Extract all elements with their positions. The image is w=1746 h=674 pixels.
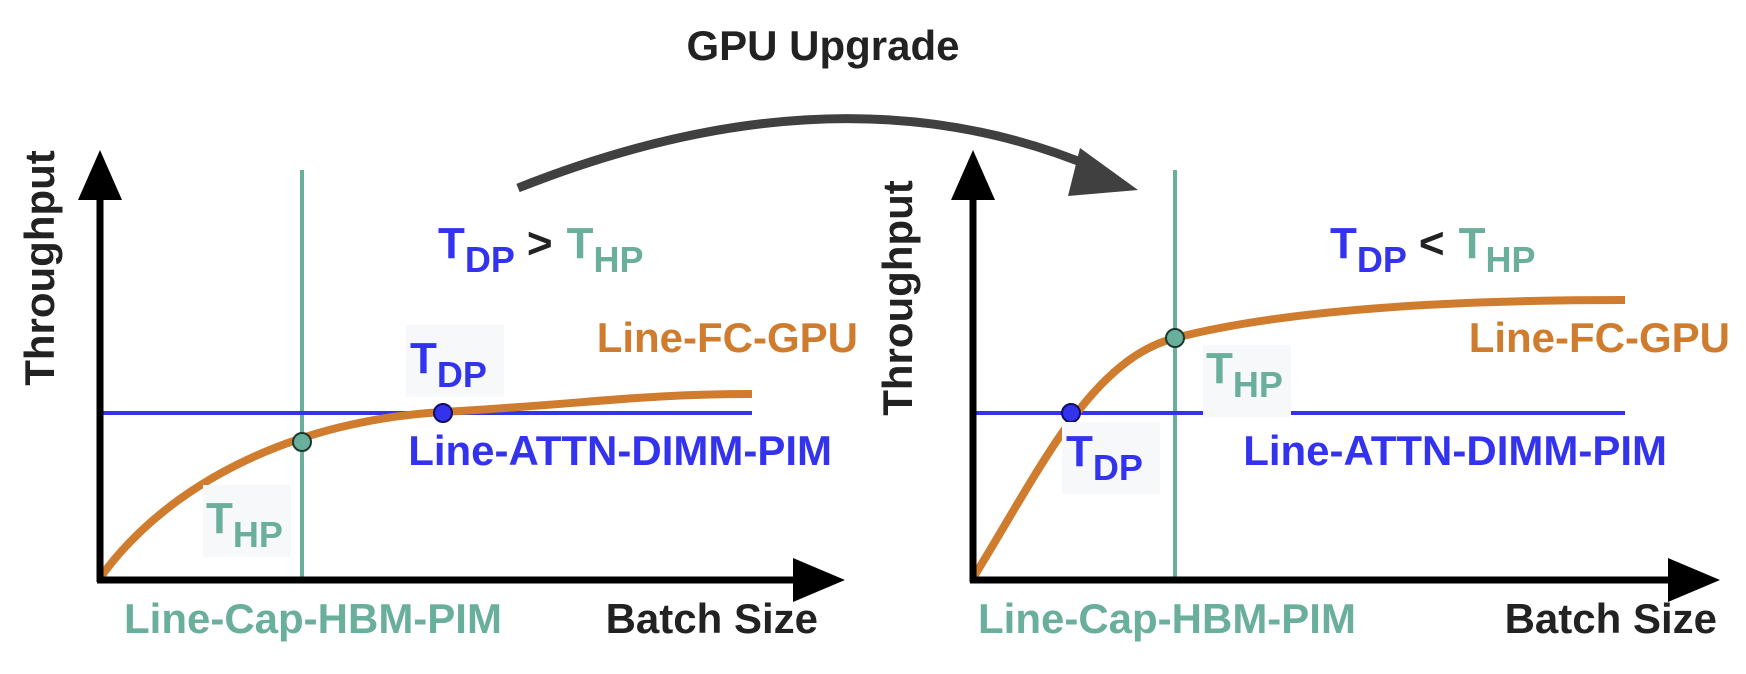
right-y-arrowhead	[951, 150, 995, 200]
left-fc-curve	[96, 390, 753, 581]
right-comparison: TDP < THP	[1330, 219, 1536, 280]
left-panel: Throughput Batch Size Line-Cap-HBM-PIM L…	[16, 150, 858, 642]
right-thp-point	[1165, 328, 1185, 348]
left-cap-label: Line-Cap-HBM-PIM	[124, 595, 502, 642]
left-x-arrowhead	[793, 558, 845, 602]
right-cap-label: Line-Cap-HBM-PIM	[978, 595, 1356, 642]
left-fc-label: Line-FC-GPU	[597, 314, 858, 361]
left-thp-point	[292, 432, 312, 452]
diagram-title: GPU Upgrade	[686, 22, 959, 69]
upgrade-arrow	[516, 114, 1097, 193]
right-tdp-point	[1061, 403, 1081, 423]
left-thp-label: THP	[206, 494, 283, 555]
right-x-axis-label: Batch Size	[1505, 595, 1717, 642]
left-attn-label: Line-ATTN-DIMM-PIM	[408, 427, 832, 474]
left-y-arrowhead	[78, 150, 122, 200]
left-tdp-label: TDP	[410, 334, 487, 395]
right-y-axis-label: Throughput	[874, 180, 921, 416]
left-y-axis-label: Throughput	[16, 150, 63, 386]
right-fc-label: Line-FC-GPU	[1469, 314, 1730, 361]
right-x-arrowhead	[1668, 558, 1720, 602]
right-thp-label: THP	[1206, 344, 1283, 405]
upgrade-arrowhead	[1068, 148, 1138, 196]
right-tdp-label: TDP	[1066, 427, 1143, 488]
left-comparison: TDP > THP	[438, 219, 644, 280]
right-attn-label: Line-ATTN-DIMM-PIM	[1243, 427, 1667, 474]
right-panel: Throughput Batch Size Line-Cap-HBM-PIM L…	[874, 150, 1730, 642]
left-x-axis-label: Batch Size	[606, 595, 818, 642]
left-tdp-point	[433, 403, 453, 423]
